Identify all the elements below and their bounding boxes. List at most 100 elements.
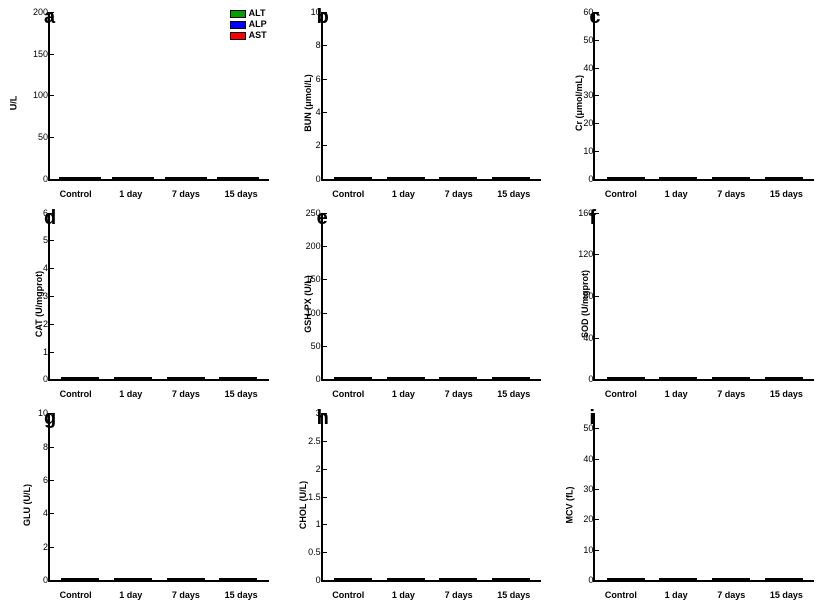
- y-tick: 50: [20, 132, 48, 142]
- x-label: 7 days: [704, 189, 759, 199]
- bar: [439, 177, 477, 179]
- x-label: 1 day: [103, 389, 158, 399]
- y-tick: 40: [565, 333, 593, 343]
- y-tick: 150: [20, 49, 48, 59]
- plot-area: 01020304050: [593, 413, 814, 582]
- x-label: 1 day: [376, 389, 431, 399]
- x-label: 1 day: [103, 590, 158, 600]
- bar: [659, 578, 697, 580]
- bar-group: [599, 578, 652, 580]
- panel-c: cCr (μmol/mL)0102030405060Control1 day7 …: [549, 4, 820, 203]
- x-label: 1 day: [376, 189, 431, 199]
- x-labels: Control1 day7 days15 days: [593, 389, 814, 399]
- x-label: 7 days: [704, 389, 759, 399]
- y-tick: 20: [565, 514, 593, 524]
- bar-group: [757, 578, 810, 580]
- y-tick: 2: [20, 319, 48, 329]
- y-tick: 8: [293, 40, 321, 50]
- panel-i: iMCV (fL)01020304050Control1 day7 days15…: [549, 405, 820, 604]
- y-tick: 0: [565, 575, 593, 585]
- y-tick: 4: [20, 508, 48, 518]
- y-tick: 2: [293, 140, 321, 150]
- y-tick: 10: [565, 545, 593, 555]
- x-label: 7 days: [158, 189, 213, 199]
- bars-container: [50, 213, 269, 380]
- legend-item: ALT: [230, 8, 267, 19]
- x-label: Control: [593, 590, 648, 600]
- x-label: 1 day: [649, 590, 704, 600]
- y-tick: 50: [293, 341, 321, 351]
- panel-e: eGSH-PX (U/L)050100150200250Control1 day…: [277, 205, 548, 404]
- bars-container: [50, 413, 269, 580]
- bar-group: [652, 377, 705, 379]
- bars-container: [323, 213, 542, 380]
- bar: [179, 177, 193, 179]
- bar: [231, 177, 245, 179]
- bar-group: [432, 578, 485, 580]
- y-tick: 20: [565, 118, 593, 128]
- legend-swatch: [230, 21, 246, 29]
- x-label: 7 days: [431, 590, 486, 600]
- x-label: Control: [48, 590, 103, 600]
- bar: [140, 177, 154, 179]
- y-tick: 1.5: [293, 492, 321, 502]
- bar-group: [54, 177, 107, 179]
- y-tick: 2: [20, 542, 48, 552]
- x-label: 7 days: [431, 189, 486, 199]
- bars-container: [595, 413, 814, 580]
- bar: [219, 377, 257, 379]
- y-tick: 2.5: [293, 436, 321, 446]
- bar-group: [379, 578, 432, 580]
- bar-group: [107, 578, 160, 580]
- bar: [439, 578, 477, 580]
- legend-swatch: [230, 32, 246, 40]
- y-tick: 4: [20, 263, 48, 273]
- bar-group: [212, 177, 265, 179]
- panel-label: h: [317, 407, 329, 430]
- y-tick: 0: [20, 374, 48, 384]
- y-tick: 0: [293, 174, 321, 184]
- bar: [167, 578, 205, 580]
- chart-grid: aU/L050100150200ALTALPASTControl1 day7 d…: [4, 4, 820, 604]
- y-tick: 0: [20, 575, 48, 585]
- bar-group: [652, 578, 705, 580]
- bar: [439, 377, 477, 379]
- y-ticks: 050100150200: [20, 12, 48, 179]
- x-labels: Control1 day7 days15 days: [321, 590, 542, 600]
- y-tick: 3: [20, 291, 48, 301]
- panel-d: dCAT (U/mgprot)0123456Control1 day7 days…: [4, 205, 275, 404]
- bar-group: [212, 377, 265, 379]
- bar-group: [757, 177, 810, 179]
- x-label: 15 days: [214, 389, 269, 399]
- x-labels: Control1 day7 days15 days: [48, 389, 269, 399]
- bar: [765, 177, 803, 179]
- bar-group: [159, 377, 212, 379]
- bar-group: [652, 177, 705, 179]
- bar: [217, 177, 231, 179]
- x-label: 15 days: [486, 590, 541, 600]
- bar-group: [54, 377, 107, 379]
- panel-label: i: [589, 407, 595, 430]
- y-tick: 200: [293, 241, 321, 251]
- y-tick: 0.5: [293, 547, 321, 557]
- bar: [87, 177, 101, 179]
- x-label: Control: [48, 189, 103, 199]
- x-label: Control: [321, 590, 376, 600]
- bar: [126, 177, 140, 179]
- bar-group: [379, 377, 432, 379]
- y-tick: 4: [293, 107, 321, 117]
- x-labels: Control1 day7 days15 days: [593, 590, 814, 600]
- bar-group: [159, 578, 212, 580]
- bar: [245, 177, 259, 179]
- bar: [492, 377, 530, 379]
- y-tick: 40: [565, 63, 593, 73]
- y-ticks: 01020304050: [565, 413, 593, 580]
- panel-a: aU/L050100150200ALTALPASTControl1 day7 d…: [4, 4, 275, 203]
- y-tick: 30: [565, 484, 593, 494]
- panel-b: bBUN (μmol/L)0246810Control1 day7 days15…: [277, 4, 548, 203]
- bar-group: [599, 177, 652, 179]
- bar-group: [432, 377, 485, 379]
- x-label: 15 days: [486, 389, 541, 399]
- bar: [659, 177, 697, 179]
- bar-group: [485, 177, 538, 179]
